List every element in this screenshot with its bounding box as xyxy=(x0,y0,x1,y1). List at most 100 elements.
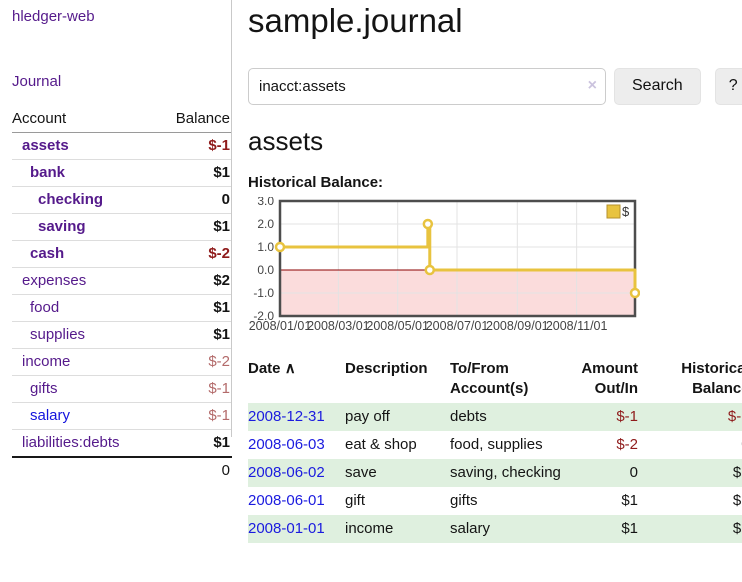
transaction-date-link[interactable]: 2008-06-01 xyxy=(248,491,325,509)
page-title: sample.journal xyxy=(248,2,463,39)
transaction-accounts: debts xyxy=(450,407,487,425)
amount-column-header: Amount Out/In xyxy=(581,359,638,397)
register-row: 2008-01-01 income salary $1 $1 xyxy=(248,514,742,543)
help-button[interactable]: ? xyxy=(714,67,742,105)
account-column-header: Account xyxy=(12,106,157,133)
transaction-amount: $-1 xyxy=(616,407,638,425)
account-row-liabilities-debts: liabilities:debts $1 xyxy=(12,429,232,457)
transaction-amount: 0 xyxy=(629,463,638,481)
account-link-food[interactable]: food xyxy=(30,299,60,316)
transaction-accounts: saving, checking xyxy=(450,463,561,481)
transaction-accounts: gifts xyxy=(450,491,478,509)
transaction-description: income xyxy=(345,519,394,537)
svg-text:$: $ xyxy=(622,204,630,219)
svg-text:2008/03/01: 2008/03/01 xyxy=(307,319,370,333)
account-balance: $1 xyxy=(156,429,232,457)
account-row-supplies: supplies $1 xyxy=(12,321,232,349)
search-form: × Search ? xyxy=(248,67,742,105)
svg-text:2008/01/01: 2008/01/01 xyxy=(249,319,312,333)
transaction-amount: $-2 xyxy=(616,435,638,453)
account-balance: $-2 xyxy=(156,240,232,268)
transaction-date-link[interactable]: 2008-12-31 xyxy=(248,407,325,425)
svg-text:2008/11/01: 2008/11/01 xyxy=(546,319,608,333)
register-row: 2008-06-03 eat & shop food, supplies $-2… xyxy=(248,431,742,459)
account-link-supplies[interactable]: supplies xyxy=(30,326,86,343)
account-row-saving: saving $1 xyxy=(12,213,232,241)
transaction-amount: $1 xyxy=(621,491,638,509)
transaction-balance: $-1 xyxy=(727,407,742,425)
account-balance: $1 xyxy=(156,213,232,241)
search-input[interactable] xyxy=(248,67,606,105)
transaction-description: pay off xyxy=(345,407,390,425)
register-row: 2008-12-31 pay off debts $-1 $-1 xyxy=(248,402,742,431)
account-row-expenses: expenses $2 xyxy=(12,267,232,295)
transaction-description: eat & shop xyxy=(345,435,417,453)
account-link-checking[interactable]: checking xyxy=(38,191,104,208)
transaction-accounts: salary xyxy=(450,519,491,537)
svg-text:-2.0: -2.0 xyxy=(253,309,274,323)
account-link-expenses[interactable]: expenses xyxy=(22,272,87,289)
register-row: 2008-06-02 save saving, checking 0 $2 xyxy=(248,458,742,487)
account-balance: 0 xyxy=(156,186,232,214)
account-row-cash: cash $-2 xyxy=(12,240,232,268)
sort-ascending-icon: ∧ xyxy=(284,359,296,377)
svg-text:2008/05/01: 2008/05/01 xyxy=(366,319,429,333)
account-row-income: income $-2 xyxy=(12,348,232,376)
svg-text:0.0: 0.0 xyxy=(257,263,274,277)
svg-text:2008/07/01: 2008/07/01 xyxy=(426,319,489,333)
search-button[interactable]: Search xyxy=(614,67,701,105)
accounts-total-row: 0 xyxy=(12,456,232,484)
svg-text:1.0: 1.0 xyxy=(257,240,274,254)
transaction-date-link[interactable]: 2008-06-02 xyxy=(248,463,325,481)
account-link-liabilities-debts[interactable]: liabilities:debts xyxy=(22,434,120,451)
transaction-description: gift xyxy=(345,491,366,509)
date-column-header[interactable]: Date ∧ xyxy=(248,359,296,377)
svg-text:3.0: 3.0 xyxy=(257,197,274,208)
account-balance: $1 xyxy=(156,321,232,349)
account-balance: $1 xyxy=(156,294,232,322)
accounts-column-header: To/From Account(s) xyxy=(450,359,529,397)
account-row-salary: salary $-1 xyxy=(12,402,232,430)
transaction-balance: $2 xyxy=(732,463,742,481)
account-row-assets: assets $-1 xyxy=(12,133,232,160)
account-balance: $2 xyxy=(156,267,232,295)
transaction-accounts: food, supplies xyxy=(450,435,543,453)
svg-text:2008/09/01: 2008/09/01 xyxy=(486,319,549,333)
transaction-balance: $1 xyxy=(732,519,742,537)
account-link-salary[interactable]: salary xyxy=(30,407,71,424)
accounts-table-header: Account Balance xyxy=(12,106,232,133)
account-balance: $-1 xyxy=(156,402,232,430)
account-link-cash[interactable]: cash xyxy=(30,245,65,262)
main-content: sample.journal × Search ? assets Histori… xyxy=(232,0,742,582)
svg-text:-1.0: -1.0 xyxy=(253,286,274,300)
historical-balance-chart[interactable]: 3.0 2.0 1.0 0.0 -1.0 -2.02008/01/012008/03/01… xyxy=(248,197,640,341)
account-link-bank[interactable]: bank xyxy=(30,164,66,181)
account-heading: assets xyxy=(248,125,324,156)
sidebar: hledger-web Journal Account Balance asse… xyxy=(0,0,232,582)
balance-column-header: Balance xyxy=(156,106,232,133)
account-link-saving[interactable]: saving xyxy=(38,218,86,235)
chart-title: Historical Balance: xyxy=(248,173,384,191)
transaction-amount: $1 xyxy=(621,519,638,537)
account-link-gifts[interactable]: gifts xyxy=(30,380,58,397)
account-link-income[interactable]: income xyxy=(22,353,71,370)
account-balance: $-2 xyxy=(156,348,232,376)
account-row-gifts: gifts $-1 xyxy=(12,375,232,403)
clear-search-icon[interactable]: × xyxy=(587,76,597,94)
account-row-checking: checking 0 xyxy=(12,186,232,214)
sidebar-item-journal[interactable]: Journal xyxy=(12,73,62,90)
transaction-balance: $2 xyxy=(732,491,742,509)
svg-text:2.0: 2.0 xyxy=(257,217,274,231)
register-header-row: Date ∧ Description To/From Account(s) Am… xyxy=(248,355,742,403)
transaction-date-link[interactable]: 2008-06-03 xyxy=(248,435,325,453)
accounts-total-value: 0 xyxy=(156,456,232,484)
description-column-header: Description xyxy=(345,359,428,377)
balance-column-header: Historical Balance xyxy=(681,359,742,397)
transaction-description: save xyxy=(345,463,377,481)
account-link-assets[interactable]: assets xyxy=(22,137,69,154)
brand-link[interactable]: hledger-web xyxy=(12,8,95,25)
accounts-table: Account Balance assets $-1 bank $1 check… xyxy=(12,106,232,484)
transaction-date-link[interactable]: 2008-01-01 xyxy=(248,519,325,537)
register-row: 2008-06-01 gift gifts $1 $2 xyxy=(248,487,742,515)
